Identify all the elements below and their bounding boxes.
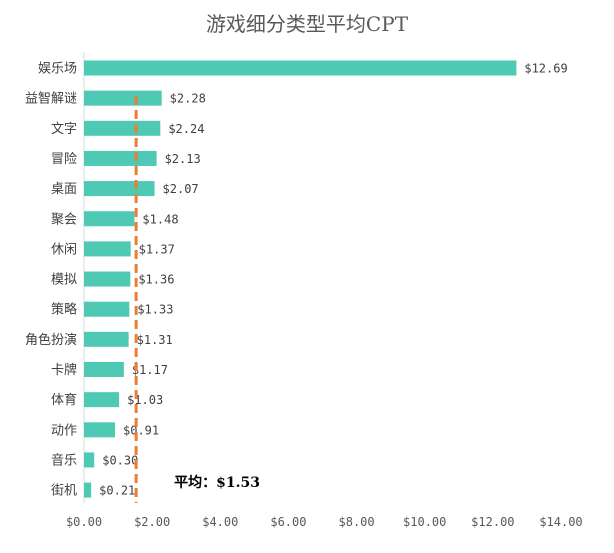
bar <box>84 120 161 136</box>
bar <box>84 60 517 76</box>
x-tick-label: $6.00 <box>270 515 306 529</box>
bar <box>84 150 157 166</box>
bar <box>84 331 129 347</box>
data-label: $1.37 <box>139 242 175 256</box>
category-label: 策略 <box>51 302 77 318</box>
category-label: 动作 <box>51 423 77 438</box>
bar <box>84 241 131 257</box>
data-label: $1.03 <box>127 393 163 407</box>
data-label: $0.21 <box>99 484 135 498</box>
category-label: 模拟 <box>51 273 77 288</box>
average-label: 平均：$1.53 <box>174 474 260 491</box>
x-tick-label: $12.00 <box>471 515 514 529</box>
category-label: 娱乐场 <box>38 62 77 77</box>
data-label: $1.33 <box>137 303 173 317</box>
bar <box>84 482 92 498</box>
x-tick-label: $14.00 <box>539 515 582 529</box>
data-label: $2.28 <box>170 92 206 106</box>
bar <box>84 452 95 468</box>
bar <box>84 181 155 197</box>
x-tick-label: $4.00 <box>202 515 238 529</box>
category-label: 文字 <box>51 122 77 137</box>
category-label: 桌面 <box>51 182 77 197</box>
data-label: $0.91 <box>123 423 159 437</box>
data-label: $2.24 <box>168 122 204 136</box>
category-label: 益智解谜 <box>25 92 77 107</box>
bar <box>84 271 131 287</box>
bar <box>84 422 116 438</box>
x-tick-label: $8.00 <box>339 515 375 529</box>
data-label: $2.13 <box>165 152 201 166</box>
x-tick-label: $0.00 <box>66 515 102 529</box>
category-label: 体育 <box>51 392 77 408</box>
category-label: 街机 <box>51 484 77 499</box>
bar <box>84 301 130 317</box>
bar <box>84 211 135 227</box>
category-label: 角色扮演 <box>25 332 77 348</box>
chart-title: 游戏细分类型平均CPT <box>205 12 409 36</box>
category-label: 音乐 <box>51 452 77 468</box>
category-label: 休闲 <box>51 242 77 257</box>
category-label: 冒险 <box>51 152 77 167</box>
category-label: 卡牌 <box>51 362 77 378</box>
x-tick-label: $2.00 <box>134 515 170 529</box>
data-label: $0.30 <box>102 453 138 467</box>
category-label: 聚会 <box>51 212 77 227</box>
x-tick-label: $10.00 <box>403 515 446 529</box>
data-label: $12.69 <box>524 62 567 76</box>
data-label: $1.31 <box>137 333 173 347</box>
data-label: $1.36 <box>138 273 174 287</box>
bar <box>84 90 162 106</box>
bar <box>84 392 120 408</box>
data-label: $1.17 <box>132 363 168 377</box>
data-label: $1.48 <box>142 212 178 226</box>
data-label: $2.07 <box>163 182 199 196</box>
bar <box>84 362 124 377</box>
